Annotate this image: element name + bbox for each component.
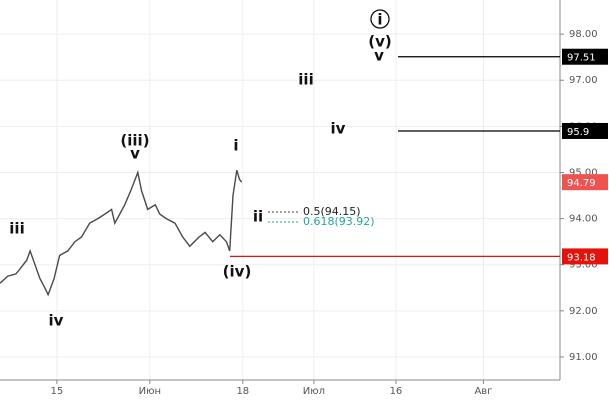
y-tick-label: 94.00 [569, 214, 598, 225]
price-label: 95.9 [567, 127, 589, 138]
y-tick-label: 98.00 [569, 29, 598, 40]
price-line [0, 170, 243, 297]
y-tick-label: 91.00 [569, 352, 598, 363]
y-tick-label: 95.00 [569, 167, 598, 178]
fib-label: 0.5(94.15) [303, 205, 361, 218]
wave-label: iv [49, 312, 64, 330]
x-tick-label: 15 [51, 386, 64, 397]
x-tick-label: 18 [236, 386, 249, 397]
price-label: 93.18 [567, 252, 596, 263]
wave-label: v [130, 145, 140, 163]
wave-label: (iv) [223, 263, 252, 281]
wave-label: i [377, 11, 382, 29]
wave-label: iii [9, 220, 24, 238]
wave-label: (iii) [120, 132, 149, 150]
wave-label: i [233, 137, 238, 155]
fib-label: 0.618(93.92) [303, 215, 375, 228]
price-label-box [562, 174, 608, 191]
wave-label: iii [298, 71, 313, 89]
wave-label: ii [253, 208, 263, 226]
price-label-box [562, 48, 608, 65]
wave-label: iv [331, 120, 346, 138]
x-tick-label: Авг [474, 386, 492, 397]
price-label-box [562, 248, 608, 265]
x-tick-label: Июн [139, 386, 161, 397]
wave-label: (v) [368, 33, 392, 51]
x-tick-label: 16 [390, 386, 403, 397]
y-tick-label: 93.00 [569, 260, 598, 271]
price-label-box [562, 122, 608, 139]
y-tick-label: 92.00 [569, 306, 598, 317]
grid [0, 0, 560, 380]
wave-label: v [374, 47, 384, 65]
price-label: 94.79 [567, 178, 596, 189]
y-tick-label: 97.00 [569, 75, 598, 86]
wave-circle [370, 9, 390, 29]
price-label: 97.51 [567, 53, 596, 64]
x-tick-label: Июл [303, 386, 325, 397]
